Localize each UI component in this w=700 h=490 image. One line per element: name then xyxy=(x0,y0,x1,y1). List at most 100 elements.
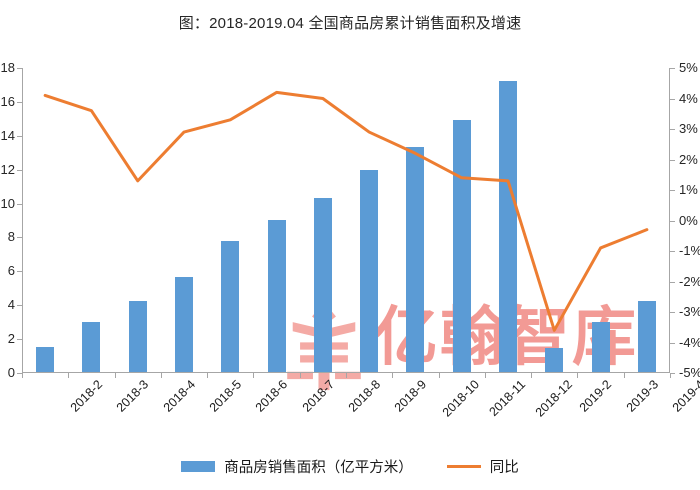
right-tick-label: -2% xyxy=(679,273,700,289)
bar[interactable] xyxy=(499,81,517,372)
x-axis-label: 2018-6 xyxy=(252,377,291,415)
x-tick-mark xyxy=(577,373,579,378)
right-tick-mark xyxy=(670,312,675,313)
bar[interactable] xyxy=(545,348,564,372)
x-axis-label: 2018-9 xyxy=(391,377,430,415)
left-tick-label: 10 xyxy=(0,195,15,211)
left-tick-mark xyxy=(17,271,22,273)
left-tick-mark xyxy=(17,237,22,239)
x-axis-label: 2018-4 xyxy=(160,377,198,415)
x-tick-mark xyxy=(392,373,394,378)
x-axis-label: 2018-12 xyxy=(532,377,576,420)
left-tick-mark xyxy=(17,203,22,205)
right-tick-mark xyxy=(670,220,675,222)
right-tick-mark xyxy=(670,68,675,69)
right-tick-label: 3% xyxy=(679,121,698,136)
left-tick-label: 16 xyxy=(0,93,15,109)
left-tick-label: 4 xyxy=(7,297,15,313)
left-tick-label: 0 xyxy=(7,365,15,380)
left-tick-mark xyxy=(17,373,22,374)
x-tick-mark xyxy=(299,373,301,378)
legend-item-bar[interactable]: 商品房销售面积（亿平方米） xyxy=(181,456,413,477)
legend: 商品房销售面积（亿平方米） 同比 xyxy=(0,456,700,477)
x-axis xyxy=(22,372,670,373)
left-tick-label: 12 xyxy=(0,161,15,177)
right-tick-label: -1% xyxy=(679,243,700,258)
left-tick-mark xyxy=(17,135,22,137)
right-tick-mark xyxy=(670,129,675,130)
right-tick-label: 2% xyxy=(679,151,698,167)
x-axis-label: 2018-11 xyxy=(486,377,528,419)
legend-item-line[interactable]: 同比 xyxy=(446,456,519,477)
right-tick-mark xyxy=(670,98,675,100)
bar[interactable] xyxy=(175,276,193,372)
left-axis xyxy=(22,68,23,373)
right-tick-label: -5% xyxy=(679,365,700,380)
bar[interactable] xyxy=(36,347,55,372)
bar[interactable] xyxy=(221,241,240,372)
legend-bar-label: 商品房销售面积（亿平方米） xyxy=(224,460,413,476)
bar[interactable] xyxy=(637,300,656,372)
x-tick-mark xyxy=(438,373,440,378)
bar[interactable] xyxy=(313,198,332,372)
bar[interactable] xyxy=(82,321,101,372)
right-tick-label: 1% xyxy=(679,182,698,197)
right-tick-label: 4% xyxy=(679,90,698,106)
left-tick-mark xyxy=(17,68,22,69)
right-tick-mark xyxy=(670,159,675,161)
x-axis-label: 2019-2 xyxy=(576,377,615,415)
x-tick-mark xyxy=(114,373,116,378)
bar[interactable] xyxy=(591,321,610,372)
left-tick-label: 18 xyxy=(0,60,15,75)
right-tick-mark xyxy=(670,373,675,374)
left-tick-label: 6 xyxy=(7,263,15,279)
bar[interactable] xyxy=(267,219,286,372)
right-tick-mark xyxy=(670,251,675,252)
x-axis-label: 2018-5 xyxy=(206,377,245,415)
right-tick-label: 5% xyxy=(679,60,698,75)
right-tick-label: -4% xyxy=(679,334,700,350)
x-tick-mark xyxy=(531,373,533,378)
left-tick-mark xyxy=(17,339,22,341)
legend-line-swatch-icon xyxy=(446,465,481,468)
line-path xyxy=(43,90,649,332)
legend-bar-swatch-icon xyxy=(181,461,216,472)
x-axis-label: 2019-4 xyxy=(669,377,700,415)
x-tick-mark xyxy=(346,373,347,378)
x-tick-mark xyxy=(68,373,70,378)
page-title: 图：2018-2019.04 全国商品房累计销售面积及增速 xyxy=(178,15,522,32)
left-tick-mark xyxy=(17,305,22,307)
left-tick-label: 14 xyxy=(0,127,15,143)
right-tick-label: 0% xyxy=(679,212,698,228)
x-axis-label: 2018-3 xyxy=(114,377,152,415)
plot-area: 0 2 4 6 8 10 12 14 16 18 -5% -4% -3% -2% -1% 0% 1% 2% 3% 4… xyxy=(1,61,700,379)
left-tick-mark xyxy=(17,101,22,103)
right-tick-label: -3% xyxy=(679,304,700,319)
bar[interactable] xyxy=(406,146,425,372)
x-tick-mark xyxy=(623,373,625,378)
x-tick-mark xyxy=(670,373,671,378)
x-axis-label: 2018-7 xyxy=(299,377,337,415)
x-axis-label: 2018-2 xyxy=(67,377,106,415)
x-tick-mark xyxy=(160,373,162,378)
x-tick-mark xyxy=(484,373,486,378)
right-tick-mark xyxy=(670,281,675,283)
right-tick-mark xyxy=(670,190,675,191)
x-axis-label: 2018-10 xyxy=(440,377,483,420)
right-axis xyxy=(669,68,670,373)
line-series xyxy=(43,90,649,332)
x-tick-mark xyxy=(207,373,209,378)
bar[interactable] xyxy=(128,300,147,372)
bar[interactable] xyxy=(452,120,471,372)
bar[interactable] xyxy=(360,169,379,372)
x-tick-mark xyxy=(253,373,255,378)
x-axis-labels: 2018-2 2018-3 2018-4 2018-5 2018-6 2018-7 2018… xyxy=(22,377,700,448)
left-tick-mark xyxy=(17,169,22,171)
legend-line-label: 同比 xyxy=(489,460,519,476)
x-axis-label: 2018-8 xyxy=(345,377,383,415)
left-tick-label: 8 xyxy=(7,229,15,245)
x-tick-mark xyxy=(22,373,23,378)
x-axis-label: 2019-3 xyxy=(623,377,661,415)
right-tick-mark xyxy=(670,342,675,344)
